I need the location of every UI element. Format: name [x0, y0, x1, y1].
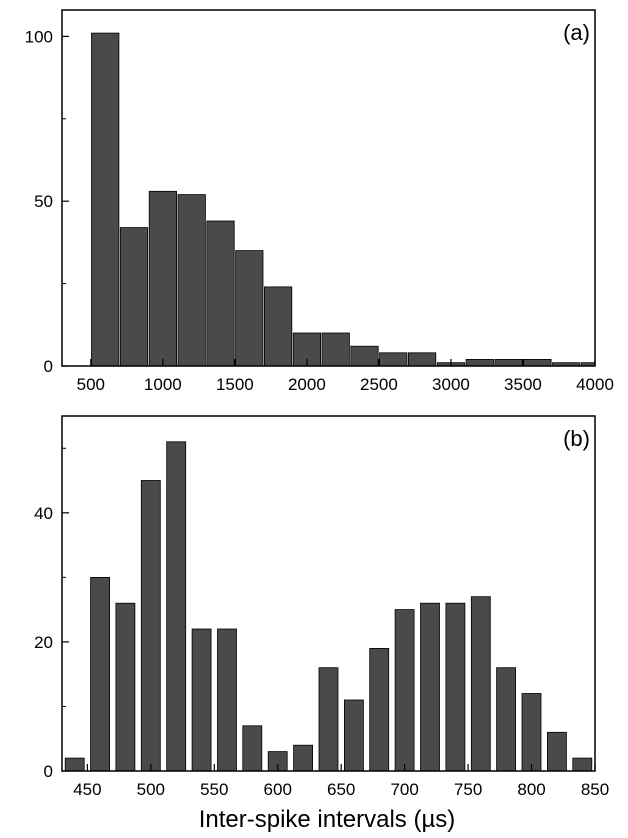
panel-b-x-tick-label: 850: [581, 780, 609, 799]
panel-b-bar: [572, 757, 593, 772]
panel-a-x-tick-label: 1000: [144, 375, 182, 394]
panel-b-bar: [64, 757, 85, 772]
panel-a-x-tick-label: 500: [77, 375, 105, 394]
panel-b-bar: [369, 648, 390, 772]
x-axis-label: Inter-spike intervals (µs): [199, 806, 456, 833]
panel-b-bar: [394, 609, 415, 772]
panel-a-y-tick-label: 50: [34, 192, 53, 211]
panel-b-x-tick-label: 450: [73, 780, 101, 799]
panel-b-bar: [217, 628, 237, 772]
panel-b-x-tick-label: 550: [200, 780, 228, 799]
panel-b-x-tick-label: 700: [390, 780, 418, 799]
panel-b-x-tick-label: 800: [517, 780, 545, 799]
panel-a-y-tick-label: 100: [25, 27, 53, 46]
panel-b-bar: [140, 480, 161, 772]
panel-a-bar: [148, 190, 177, 367]
panel-b-tag: (b): [563, 426, 590, 451]
panel-a-bar: [379, 352, 408, 367]
panel-b-y-tick-label: 40: [34, 504, 53, 523]
panel-b-bar: [547, 731, 567, 772]
panel-b-bar: [191, 628, 212, 772]
panel-a-bar: [350, 345, 379, 367]
panel-b-bar: [90, 577, 110, 772]
panel-a-x-tick-label: 3000: [432, 375, 470, 394]
panel-b-x-tick-label: 600: [264, 780, 292, 799]
panel-b-bar: [343, 699, 364, 772]
panel-b-histogram: 450 500 550 600 650 700 750 800 850 0 20 40 (b): [34, 415, 609, 799]
panel-b-bar: [470, 596, 491, 772]
panel-a-bar: [177, 194, 206, 367]
panel-b-x-tick-label: 750: [454, 780, 482, 799]
panel-a-bar: [321, 332, 350, 367]
panel-a-bar: [91, 32, 120, 367]
panel-b-y-tick-label: 0: [44, 762, 53, 781]
panel-b-bar: [420, 602, 440, 772]
panel-a-bar: [494, 358, 523, 367]
panel-a-x-tick-label: 2000: [288, 375, 326, 394]
panel-b-bar: [115, 602, 136, 772]
panel-b-bar: [521, 693, 542, 772]
panel-a-bar: [235, 250, 264, 367]
panel-b-y-tick-label: 20: [34, 633, 53, 652]
panel-b-bar: [166, 441, 187, 772]
panel-a-bar: [119, 227, 149, 367]
panel-a-histogram: 500 1000 1500 2000 2500 3000 3500 4000 0 50 100 (a): [25, 9, 614, 394]
panel-a-y-tick-label: 0: [44, 357, 53, 376]
panel-a-bar: [407, 352, 437, 367]
panel-b-plot-frame: [61, 415, 596, 772]
panel-b-bar: [445, 602, 466, 772]
panel-b-bar: [293, 744, 314, 772]
panel-a-x-tick-label: 3500: [504, 375, 542, 394]
panel-a-plot-frame: [61, 9, 596, 367]
panel-a-bar: [263, 286, 293, 367]
panel-a-x-tick-label: 2500: [360, 375, 398, 394]
panel-a-bar: [206, 220, 235, 367]
panel-a-bar: [523, 358, 552, 367]
panel-b-x-tick-label: 650: [327, 780, 355, 799]
panel-b-x-tick-label: 500: [137, 780, 165, 799]
panel-a-bar: [465, 358, 494, 367]
panel-b-bar: [242, 725, 263, 772]
panel-b-bar: [318, 667, 339, 772]
panel-a-x-tick-label: 4000: [576, 375, 614, 394]
panel-a-x-tick-label: 1500: [216, 375, 254, 394]
panel-a-tag: (a): [563, 20, 590, 45]
panel-b-bar: [496, 667, 517, 772]
